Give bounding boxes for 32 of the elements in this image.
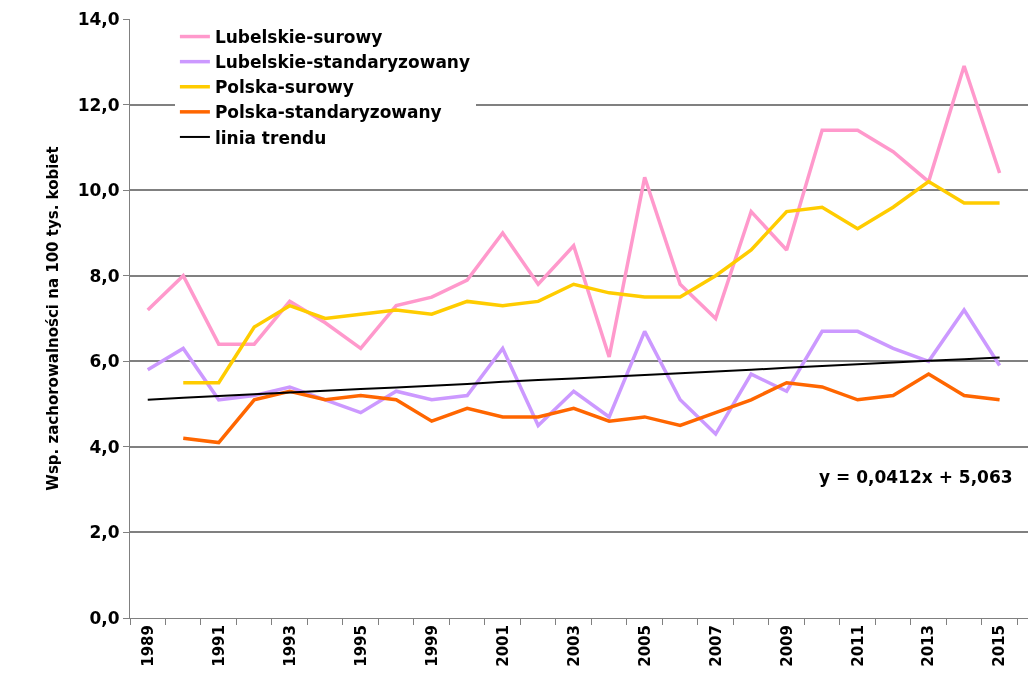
x-tick-label: 2009 (777, 625, 796, 667)
x-tick-label: 2003 (564, 625, 583, 667)
annotation: y = 0,0412x + 5,063 (819, 467, 1013, 487)
y-tick-label: 8,0 (89, 265, 120, 286)
legend-label: Lubelskie-surowy (214, 27, 383, 48)
x-tick-label: 1999 (422, 625, 441, 667)
line-series (181, 372, 1002, 445)
line-series (181, 179, 1002, 385)
line-series (146, 308, 1002, 436)
y-tick-label: 0,0 (89, 607, 120, 628)
y-tick-label: 4,0 (89, 436, 120, 457)
x-tick-label: 1991 (209, 625, 228, 667)
x-tick-label: 2005 (635, 625, 654, 667)
line-series (146, 356, 1001, 401)
x-tick-label: 2015 (990, 625, 1009, 667)
legend-label: Polska-standaryzowany (214, 102, 442, 123)
y-tick-label: 14,0 (77, 8, 120, 29)
y-tick-label: 10,0 (77, 180, 120, 201)
x-tick-label: 2007 (706, 625, 725, 667)
legend-label: linia trendu (214, 127, 327, 148)
x-tick-label: 1995 (351, 625, 370, 667)
y-tick-label: 6,0 (89, 351, 120, 372)
x-tick-label: 1993 (280, 625, 299, 667)
legend-label: Lubelskie-standaryzowany (214, 52, 471, 73)
x-tick-label: 1989 (138, 625, 157, 667)
y-tick-label: 2,0 (89, 522, 120, 543)
x-tick-label: 2011 (848, 625, 867, 667)
x-tick-label: 2013 (919, 625, 938, 667)
y-tick-label: 12,0 (77, 94, 120, 115)
y-axis-title: Wsp. zachorowalności na 100 tys. kobiet (43, 146, 62, 491)
x-tick-label: 2001 (493, 625, 512, 667)
legend-label: Polska-surowy (214, 77, 354, 98)
